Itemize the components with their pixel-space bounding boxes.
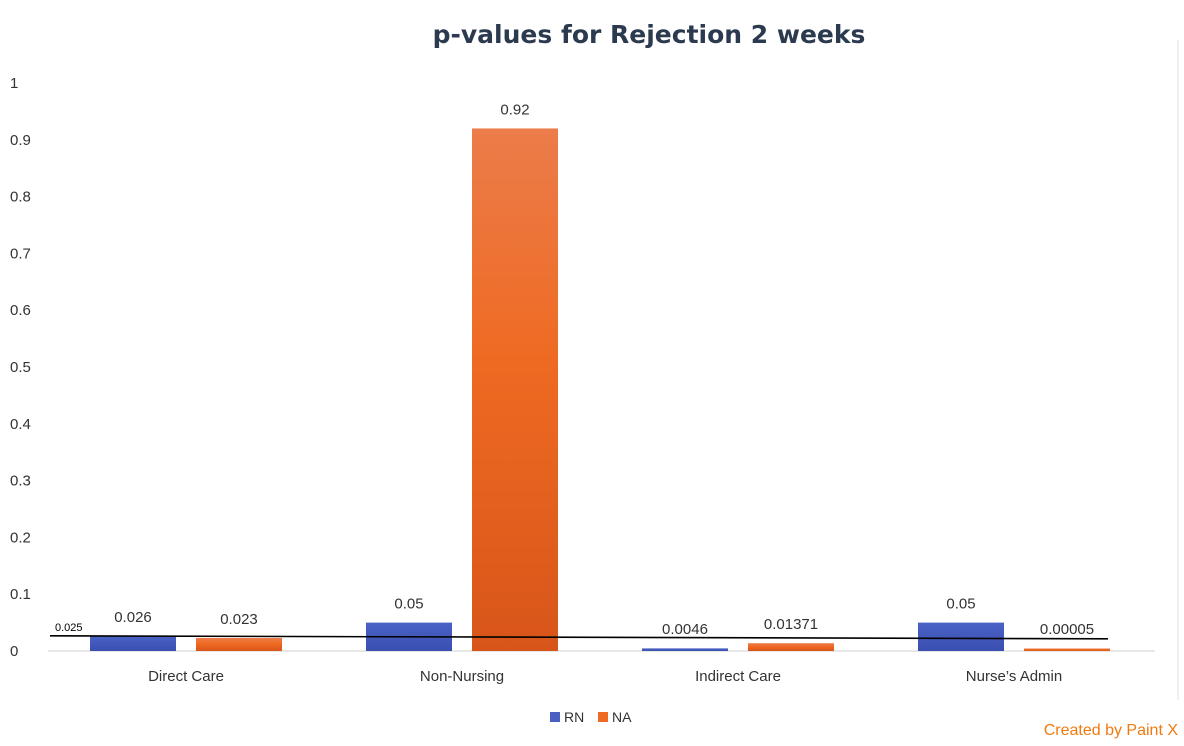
bar-rn — [918, 622, 1004, 651]
y-tick-label: 0.3 — [10, 473, 31, 490]
reference-line-group: 0.025 — [49, 622, 1109, 640]
reference-line-label: 0.025 — [55, 622, 83, 634]
chart-title: p-values for Rejection 2 weeks — [433, 20, 866, 49]
legend-swatch-na — [598, 712, 608, 722]
data-label: 0.92 — [500, 101, 529, 118]
legend: RN NA — [550, 709, 632, 725]
y-tick-label: 0.8 — [10, 189, 31, 206]
data-label: 0.05 — [946, 596, 975, 613]
data-label: 0.023 — [220, 611, 258, 628]
data-label: 0.0046 — [662, 621, 708, 638]
y-tick-label: 0.4 — [10, 416, 31, 433]
y-tick-label: 0.1 — [10, 586, 31, 603]
category-labels: Direct Care Non-Nursing Indirect Care Nurse… — [148, 668, 1062, 685]
category-label: Non-Nursing — [420, 668, 504, 685]
category-label: Direct Care — [148, 668, 224, 685]
bar-rn — [90, 636, 176, 651]
bar-na — [1024, 648, 1110, 651]
category-label: Nurse’s Admin — [966, 668, 1062, 685]
y-axis-ticks: 0 0.1 0.2 0.3 0.4 0.5 0.6 0.7 0.8 0.9 1 — [10, 75, 31, 660]
reference-line — [49, 634, 1109, 640]
y-tick-label: 1 — [10, 75, 18, 92]
data-label: 0.05 — [394, 596, 423, 613]
bar-na — [196, 637, 282, 651]
y-tick-label: 0.5 — [10, 359, 31, 376]
bar-rn — [642, 648, 728, 651]
y-tick-label: 0.7 — [10, 245, 31, 262]
data-label: 0.00005 — [1040, 621, 1094, 638]
bar-na — [472, 128, 558, 651]
legend-swatch-rn — [550, 712, 560, 722]
watermark: Created by Paint X — [1043, 722, 1178, 739]
y-tick-label: 0.6 — [10, 302, 31, 319]
data-label: 0.01371 — [764, 616, 818, 633]
data-label: 0.026 — [114, 609, 152, 626]
y-tick-label: 0.2 — [10, 529, 31, 546]
bar-na — [748, 643, 834, 651]
legend-label-na: NA — [612, 709, 632, 725]
legend-label-rn: RN — [564, 709, 584, 725]
category-label: Indirect Care — [695, 668, 781, 685]
bars — [90, 128, 1110, 651]
y-tick-label: 0.9 — [10, 132, 31, 149]
y-tick-label: 0 — [10, 643, 18, 660]
data-labels: 0.026 0.023 0.05 0.92 0.0046 0.01371 0.05 0.000… — [114, 101, 1094, 638]
